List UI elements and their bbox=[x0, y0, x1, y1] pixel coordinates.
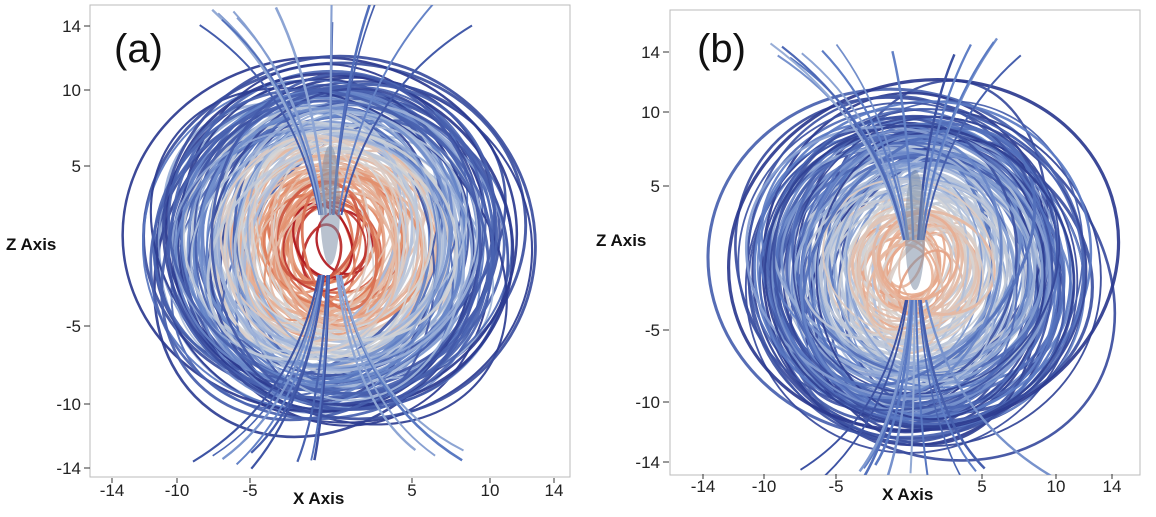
open-field-line bbox=[221, 19, 323, 216]
x-tick-label: 10 bbox=[1047, 477, 1066, 496]
open-field-line bbox=[337, 5, 434, 216]
field-line bbox=[727, 78, 1121, 432]
panel-b-label: (b) bbox=[697, 27, 746, 71]
field-line bbox=[799, 134, 1003, 400]
field-line bbox=[210, 72, 482, 411]
y-tick-label: -5 bbox=[645, 321, 660, 340]
open-field-line bbox=[835, 43, 910, 241]
open-field-line bbox=[296, 274, 329, 463]
panel-a-ticks: -14 -10 -5 5 10 14 14 10 5 -5 -10 -14 bbox=[56, 17, 563, 500]
open-field-line bbox=[801, 52, 907, 241]
field-line bbox=[217, 102, 483, 372]
y-tick-label: 10 bbox=[641, 103, 660, 122]
open-field-line bbox=[922, 54, 1022, 241]
open-field-line bbox=[339, 274, 464, 452]
x-tick-label: 5 bbox=[977, 477, 986, 496]
open-field-line bbox=[919, 299, 986, 470]
open-field-line bbox=[915, 299, 929, 475]
x-tick-label: -5 bbox=[242, 481, 257, 500]
open-field-line bbox=[824, 299, 909, 475]
open-field-line bbox=[340, 24, 473, 216]
open-field-line bbox=[221, 274, 323, 461]
field-line bbox=[270, 163, 398, 332]
field-line bbox=[876, 212, 960, 302]
panel-a-label: (a) bbox=[114, 27, 163, 71]
y-tick-label: -14 bbox=[635, 453, 660, 472]
field-line bbox=[246, 109, 441, 363]
open-field-line bbox=[886, 299, 914, 475]
y-tick-label: 10 bbox=[62, 81, 81, 100]
core-spindle bbox=[905, 170, 925, 290]
field-line bbox=[162, 54, 537, 421]
y-tick-label: -10 bbox=[56, 395, 81, 414]
field-line bbox=[247, 164, 396, 325]
field-line bbox=[792, 116, 1061, 395]
x-tick-label: -10 bbox=[165, 481, 190, 500]
panel-b-ticks: -14 -10 -5 5 10 14 14 10 5 -5 -10 -14 bbox=[635, 43, 1121, 496]
field-line bbox=[838, 192, 955, 337]
open-field-line bbox=[920, 41, 995, 241]
open-field-line bbox=[337, 274, 436, 457]
open-field-line bbox=[250, 274, 325, 454]
open-field-line bbox=[235, 274, 324, 466]
open-field-line bbox=[918, 299, 961, 475]
field-line bbox=[223, 134, 406, 354]
panel-b-x-axis-title: X Axis bbox=[882, 485, 933, 504]
open-field-line bbox=[858, 299, 912, 473]
open-field-line bbox=[236, 16, 324, 216]
field-line bbox=[767, 107, 1084, 425]
open-field-line bbox=[800, 299, 907, 471]
panel-a-field-lines bbox=[121, 5, 537, 470]
field-line bbox=[233, 110, 465, 402]
panel-b-field-lines bbox=[706, 37, 1121, 475]
x-tick-label: -14 bbox=[691, 477, 716, 496]
open-field-line bbox=[821, 49, 909, 241]
x-tick-label: 14 bbox=[1103, 477, 1122, 496]
core-spindle bbox=[320, 145, 340, 265]
field-line bbox=[167, 88, 490, 395]
y-tick-label: 14 bbox=[641, 43, 660, 62]
open-field-line bbox=[199, 24, 321, 216]
y-tick-label: 5 bbox=[651, 177, 660, 196]
field-line bbox=[823, 166, 970, 371]
x-tick-label: 5 bbox=[407, 481, 416, 500]
open-field-line bbox=[192, 274, 321, 463]
panel-a: -14 -10 -5 5 10 14 14 10 5 -5 -10 -14 (a) X Axis Z … bbox=[6, 4, 571, 508]
open-field-line bbox=[909, 299, 916, 474]
x-tick-label: -5 bbox=[828, 477, 843, 496]
x-tick-label: -14 bbox=[100, 481, 125, 500]
open-field-line bbox=[310, 274, 330, 461]
field-line bbox=[171, 126, 474, 369]
field-line bbox=[858, 214, 945, 354]
y-tick-label: 5 bbox=[72, 157, 81, 176]
field-line bbox=[206, 146, 420, 361]
x-tick-label: 10 bbox=[481, 481, 500, 500]
y-tick-label: -5 bbox=[66, 317, 81, 336]
panel-a-y-axis-title: Z Axis bbox=[6, 235, 56, 254]
x-tick-label: -10 bbox=[752, 477, 777, 496]
y-tick-label: -14 bbox=[56, 459, 81, 478]
field-line bbox=[764, 124, 1075, 429]
panel-b-y-axis-title: Z Axis bbox=[596, 231, 646, 250]
panel-a-x-axis-title: X Axis bbox=[293, 489, 344, 508]
open-field-line bbox=[874, 299, 914, 466]
open-field-line bbox=[781, 45, 906, 241]
y-tick-label: 14 bbox=[62, 17, 81, 36]
open-field-line bbox=[924, 299, 1052, 475]
field-line bbox=[149, 99, 495, 421]
open-field-line bbox=[769, 42, 905, 241]
y-tick-label: -10 bbox=[635, 393, 660, 412]
panel-b: -14 -10 -5 5 10 14 14 10 5 -5 -10 -14 (b) X Axis Z … bbox=[596, 9, 1141, 504]
open-field-line bbox=[212, 274, 322, 457]
x-tick-label: 14 bbox=[545, 481, 564, 500]
open-field-line bbox=[335, 274, 417, 452]
